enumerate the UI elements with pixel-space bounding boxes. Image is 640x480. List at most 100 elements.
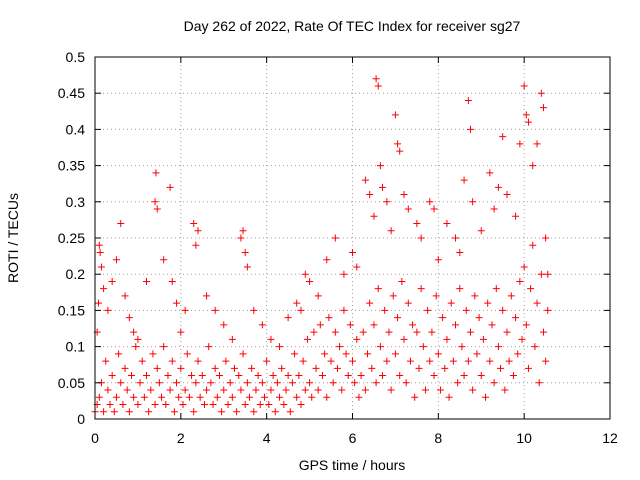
data-point (471, 292, 479, 300)
data-point (338, 386, 346, 394)
data-point (355, 393, 363, 401)
data-point (443, 335, 451, 343)
data-point (349, 248, 356, 256)
data-point (452, 234, 459, 242)
data-point (366, 191, 374, 199)
data-point (533, 299, 541, 307)
data-point (121, 364, 129, 372)
data-point (143, 372, 150, 380)
data-point (297, 401, 305, 409)
data-point (499, 306, 507, 314)
data-point (537, 270, 545, 278)
data-point (499, 133, 507, 141)
y-tick-label: 0.35 (58, 158, 85, 174)
data-point (177, 328, 185, 336)
data-point (389, 292, 397, 300)
data-point (364, 350, 372, 358)
data-point (409, 321, 417, 329)
data-point (239, 227, 247, 235)
x-tick-label: 6 (349, 430, 357, 446)
data-point (479, 335, 487, 343)
data-point (125, 314, 133, 322)
data-point (162, 401, 170, 409)
data-point (312, 364, 320, 372)
data-point (449, 357, 457, 365)
data-point (329, 379, 337, 387)
data-point (376, 162, 384, 170)
data-point (310, 328, 318, 336)
data-point (155, 379, 163, 387)
data-point (203, 386, 211, 394)
data-point (205, 343, 213, 351)
data-point (95, 241, 103, 249)
data-point (117, 220, 125, 228)
data-point (383, 198, 391, 206)
data-point (301, 270, 309, 278)
data-point (456, 248, 464, 256)
data-point (340, 270, 348, 278)
data-point (497, 364, 505, 372)
data-point (181, 386, 189, 394)
data-point (130, 328, 138, 336)
data-point (100, 285, 108, 293)
data-point (374, 82, 382, 90)
data-point (293, 393, 301, 401)
data-point (256, 401, 264, 409)
data-point (151, 401, 159, 409)
data-point (276, 343, 284, 351)
data-point (454, 379, 462, 387)
data-point (421, 386, 429, 394)
data-point (327, 357, 335, 365)
data-point (265, 401, 273, 409)
data-point (127, 372, 135, 380)
data-point (372, 75, 380, 83)
data-point (252, 386, 260, 394)
data-point (233, 408, 241, 416)
data-point (443, 220, 451, 228)
data-point (188, 372, 196, 380)
data-point (213, 393, 221, 401)
data-point (134, 335, 142, 343)
data-point (318, 372, 326, 380)
data-point (505, 357, 513, 365)
data-point (108, 372, 116, 380)
y-tick-label: 0.45 (58, 85, 85, 101)
data-point (200, 401, 208, 409)
data-point (477, 372, 485, 380)
data-point (342, 350, 350, 358)
data-point (462, 306, 470, 314)
data-point (424, 306, 432, 314)
data-point (181, 306, 189, 314)
data-point (394, 140, 402, 148)
data-point (125, 408, 133, 416)
data-point (168, 357, 176, 365)
data-point (241, 401, 249, 409)
data-point (254, 372, 262, 380)
data-point (488, 321, 496, 329)
data-point (419, 343, 427, 351)
data-point (280, 401, 288, 409)
data-point (411, 393, 419, 401)
data-point (533, 140, 541, 148)
x-tick-label: 4 (263, 430, 271, 446)
data-point (115, 350, 123, 358)
data-point (267, 386, 275, 394)
data-point (353, 263, 361, 271)
data-point (117, 379, 125, 387)
data-point (490, 205, 498, 213)
data-point (432, 292, 440, 300)
data-point (301, 386, 309, 394)
axis-ticks: 0 2 4 6 8 10 12 0 0.05 0.1 0.15 0.2 0.25 0.3 0.35 0.4 0.… (58, 49, 618, 446)
data-point (235, 372, 243, 380)
data-point (396, 147, 404, 155)
data-point (106, 401, 114, 409)
data-point (522, 321, 530, 329)
data-point (467, 125, 475, 133)
data-point (394, 314, 402, 322)
data-point (284, 314, 292, 322)
data-point (151, 198, 159, 206)
data-point (278, 364, 286, 372)
data-point (239, 350, 247, 358)
y-tick-label: 0 (77, 411, 85, 427)
